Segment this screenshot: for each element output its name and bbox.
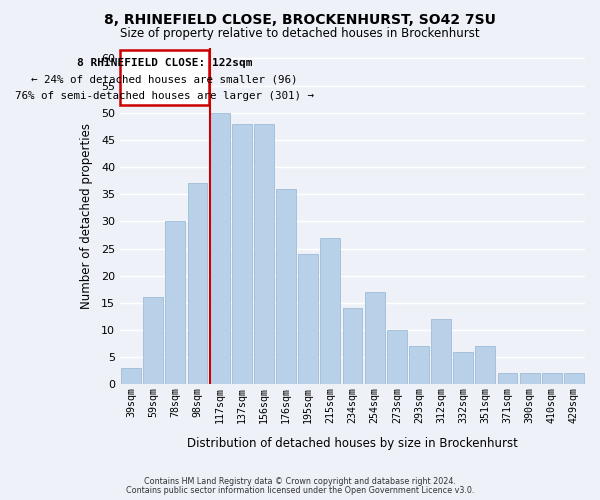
Text: Contains HM Land Registry data © Crown copyright and database right 2024.: Contains HM Land Registry data © Crown c… [144,477,456,486]
Bar [121,50,209,104]
Bar [254,124,274,384]
Bar [209,112,230,384]
Text: Contains public sector information licensed under the Open Government Licence v3: Contains public sector information licen… [126,486,474,495]
Bar [497,374,517,384]
Bar [121,368,141,384]
Text: Size of property relative to detached houses in Brockenhurst: Size of property relative to detached ho… [120,28,480,40]
Bar [343,308,362,384]
Bar [365,292,385,384]
Bar [188,184,208,384]
Bar [276,189,296,384]
Bar [475,346,496,385]
Bar [166,222,185,384]
Bar [387,330,407,384]
Bar [298,254,318,384]
Bar [431,319,451,384]
Text: 8, RHINEFIELD CLOSE, BROCKENHURST, SO42 7SU: 8, RHINEFIELD CLOSE, BROCKENHURST, SO42 … [104,12,496,26]
Text: 76% of semi-detached houses are larger (301) →: 76% of semi-detached houses are larger (… [15,91,314,101]
Bar [564,374,584,384]
Bar [542,374,562,384]
X-axis label: Distribution of detached houses by size in Brockenhurst: Distribution of detached houses by size … [187,437,518,450]
Bar [143,298,163,384]
Bar [453,352,473,384]
Bar [232,124,252,384]
Text: ← 24% of detached houses are smaller (96): ← 24% of detached houses are smaller (96… [31,74,298,85]
Bar [320,238,340,384]
Bar [520,374,539,384]
Text: 8 RHINEFIELD CLOSE: 122sqm: 8 RHINEFIELD CLOSE: 122sqm [77,58,252,68]
Y-axis label: Number of detached properties: Number of detached properties [80,123,92,309]
Bar [409,346,429,385]
